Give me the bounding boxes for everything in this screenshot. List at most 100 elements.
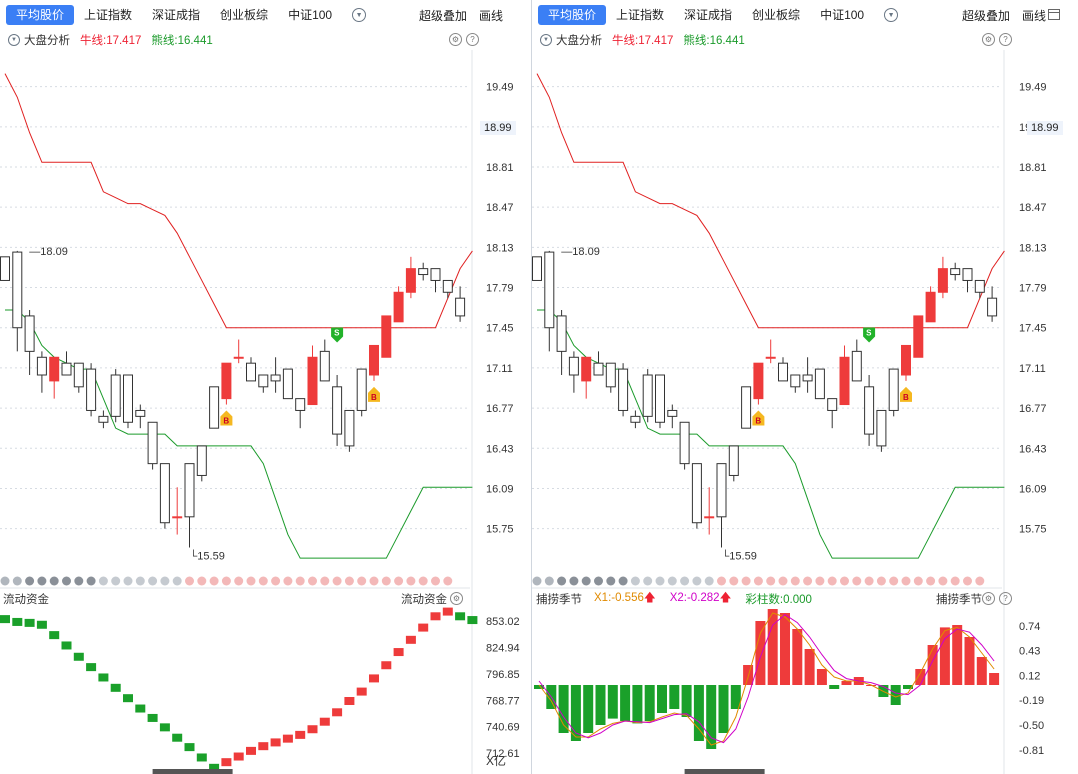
tab-shanghai-index[interactable]: 上证指数 — [616, 8, 665, 22]
candle-body — [901, 344, 911, 376]
candle-body — [864, 386, 875, 435]
period-dot — [643, 576, 653, 586]
candle-body — [159, 463, 170, 524]
window-icon[interactable] — [1048, 9, 1060, 20]
candle-body — [61, 362, 72, 376]
period-dot — [729, 576, 739, 586]
candle-body — [950, 268, 961, 276]
period-dot — [876, 576, 886, 586]
draw-line-link[interactable]: 画线 — [478, 8, 503, 23]
period-dot — [594, 576, 603, 586]
tab-csi100[interactable]: 中证100 — [820, 8, 865, 22]
period-dot — [209, 576, 219, 586]
tab-shenzhen-index[interactable]: 深证成指 — [152, 8, 201, 22]
candle-body — [691, 463, 702, 524]
candle-body — [258, 374, 269, 388]
period-dot — [753, 576, 763, 586]
settings-icon[interactable]: ⚙ — [449, 33, 462, 46]
indicator-info-bar: ▼ 大盘分析 牛线:17.417 熊线:16.441 — [0, 31, 531, 49]
help-icon[interactable]: ? — [466, 33, 479, 46]
period-dot — [557, 576, 567, 586]
settings-icon[interactable]: ⚙ — [982, 592, 995, 605]
unit-label: X亿 — [486, 754, 507, 768]
period-dot — [778, 576, 788, 586]
chevron-down-icon[interactable]: ▼ — [884, 8, 899, 22]
settings-icon[interactable]: ⚙ — [450, 592, 463, 605]
candle-body — [209, 386, 220, 429]
y-tick-label: 17.45 — [1019, 323, 1047, 335]
super-overlay-link[interactable]: 超级叠加 — [418, 8, 467, 23]
tab-average-price[interactable]: 平均股价 — [6, 5, 75, 25]
period-dot — [766, 576, 776, 586]
candle-body — [667, 409, 678, 417]
hist-bar — [743, 665, 754, 685]
period-dot — [532, 576, 542, 586]
settings-icon[interactable]: ⚙ — [982, 33, 995, 46]
sell-signal-label: S — [334, 329, 340, 338]
y-tick-label: 0.12 — [1019, 670, 1040, 682]
tab-shenzhen-index[interactable]: 深证成指 — [684, 8, 733, 22]
period-dot — [160, 576, 170, 586]
date-stub — [684, 769, 765, 774]
candle-body — [876, 409, 887, 447]
candle-body — [86, 368, 97, 411]
candle-body — [270, 374, 281, 382]
period-dot — [332, 576, 342, 586]
collapse-icon[interactable]: ▼ — [540, 34, 552, 46]
candle-body — [12, 251, 23, 329]
period-dot — [741, 576, 751, 586]
collapse-icon[interactable]: ▼ — [8, 34, 20, 46]
hist-bar — [730, 685, 741, 709]
draw-line-link[interactable]: 画线 — [1021, 8, 1046, 23]
y-tick-label: 853.02 — [486, 616, 520, 628]
lower-indicator-title: 流动资金 — [3, 594, 49, 606]
y-tick-label: 0.74 — [1019, 621, 1040, 633]
help-icon[interactable]: ? — [999, 592, 1012, 605]
tab-chinext-index[interactable]: 创业板综 — [220, 8, 269, 22]
buy-signal-icon — [752, 410, 765, 426]
flow-bar — [12, 617, 23, 626]
pane-divider[interactable] — [531, 0, 532, 774]
bull-line-value: 牛线:17.417 — [80, 35, 142, 47]
indicator-name[interactable]: 大盘分析 — [556, 35, 602, 47]
tab-average-price[interactable]: 平均股价 — [538, 5, 607, 25]
index-tab-bar: 平均股价 上证指数 深证成指 创业板综 中证100 ▼ — [0, 0, 531, 30]
flow-bar — [344, 697, 355, 705]
tab-chinext-index[interactable]: 创业板综 — [752, 8, 801, 22]
period-dot — [0, 576, 10, 586]
tab-shanghai-index[interactable]: 上证指数 — [84, 8, 133, 22]
period-dot — [148, 576, 158, 586]
tab-csi100[interactable]: 中证100 — [288, 8, 333, 22]
y-tick-label: 15.75 — [486, 524, 514, 536]
period-dot — [49, 576, 59, 586]
candle-body — [36, 356, 47, 376]
y-tick-label: 18.47 — [486, 202, 514, 214]
candle-body — [962, 268, 973, 281]
candle-body — [839, 356, 850, 406]
candle-body — [246, 362, 256, 382]
hist-bar — [620, 685, 631, 721]
period-dot — [544, 576, 554, 586]
left-chart-pane: 19.4919.1518.8118.4718.1317.7917.4517.11… — [0, 0, 531, 774]
buy-signal-label: B — [223, 417, 229, 426]
help-icon[interactable]: ? — [999, 33, 1012, 46]
date-stub — [152, 769, 233, 774]
y-tick-label: 768.77 — [486, 695, 520, 707]
chevron-down-icon[interactable]: ▼ — [352, 8, 367, 22]
y-tick-label: 17.45 — [486, 323, 514, 335]
period-dot — [975, 576, 985, 586]
bull-line — [4, 73, 473, 329]
y-tick-label: 18.81 — [486, 162, 514, 174]
candle-body — [532, 256, 542, 281]
flow-bar — [369, 674, 379, 683]
indicator-name[interactable]: 大盘分析 — [24, 35, 70, 47]
period-dot — [889, 576, 899, 586]
candle-body — [568, 356, 579, 376]
candle-body — [888, 368, 899, 411]
indicator-tools: ⚙ ? — [449, 33, 479, 46]
candle-body — [753, 362, 764, 400]
period-dot — [185, 576, 194, 586]
period-dot — [381, 576, 391, 586]
super-overlay-link[interactable]: 超级叠加 — [961, 8, 1010, 23]
hist-bar — [632, 685, 643, 724]
